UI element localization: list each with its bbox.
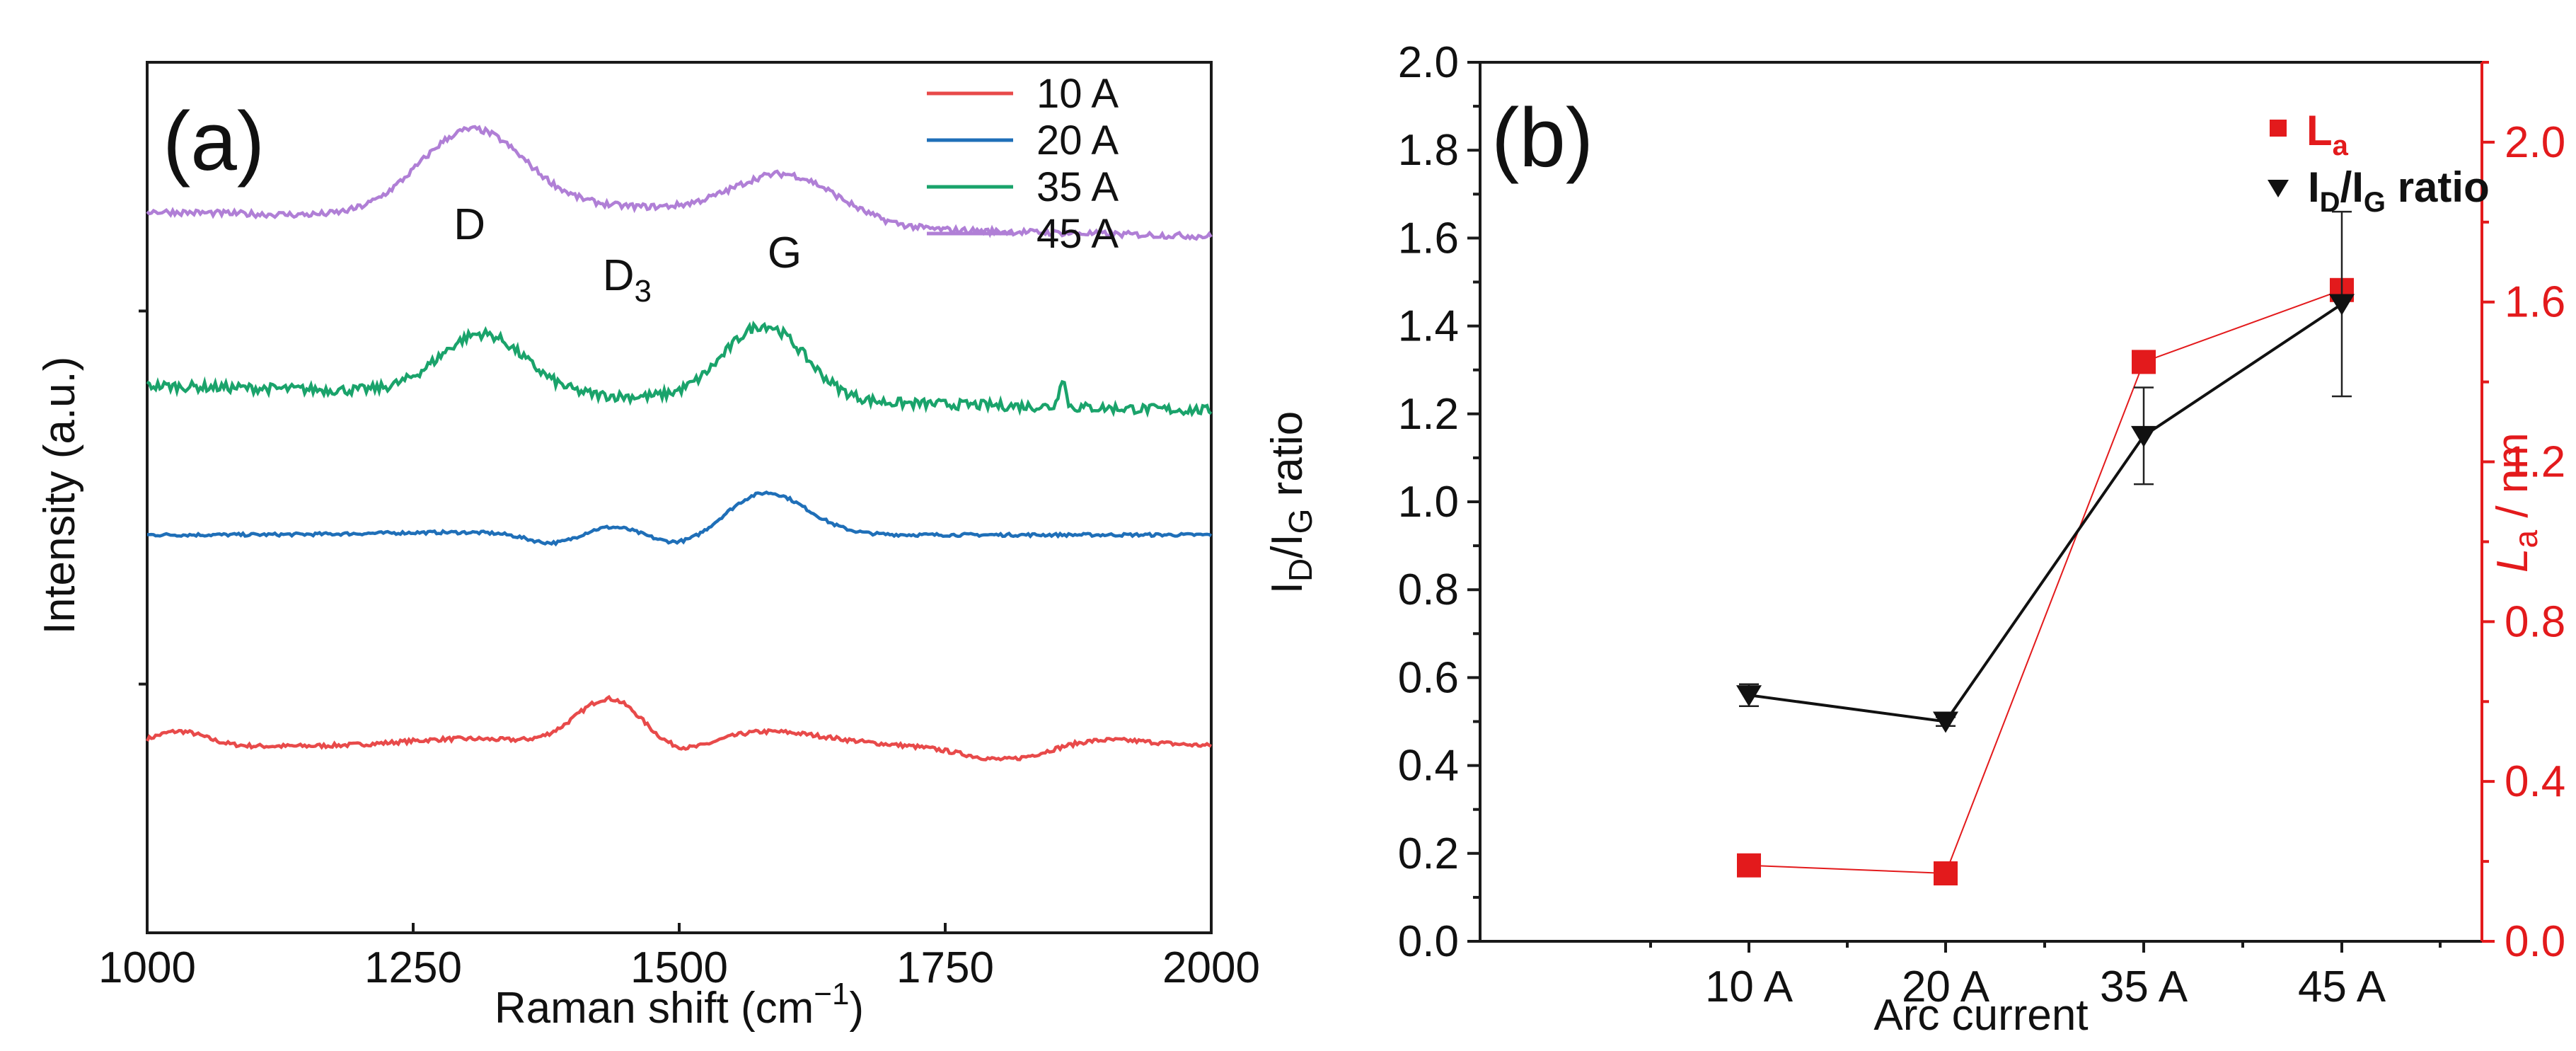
right-title-l: L xyxy=(2488,548,2537,572)
peak-label-d: D xyxy=(454,200,485,249)
panel-b-left-y-axis-title: ID/IG ratio xyxy=(1263,411,1319,595)
x-tick-label: 35 A xyxy=(2100,963,2188,1011)
ratio-point-35a xyxy=(2131,425,2156,447)
panel-a-x-axis-title: Raman shift (cm−1) xyxy=(495,977,864,1033)
ratio-point-45a xyxy=(2329,294,2355,316)
panel-b-legend: La ID/IG ratio xyxy=(2268,107,2490,218)
left-y-tick-label: 1.6 xyxy=(1398,214,1459,263)
x-title-text: Raman shift xyxy=(495,984,729,1033)
legend-ratio-sub-g: G xyxy=(2364,187,2386,218)
right-y-tick-label: 1.2 xyxy=(2505,438,2565,487)
legend-ratio-i: I xyxy=(2308,163,2320,211)
legend-la-sub: a xyxy=(2333,130,2349,161)
left-title-sub-d: D xyxy=(1282,558,1319,582)
x-title-unit-exponent: −1 xyxy=(814,977,849,1011)
left-y-tick-label: 0.6 xyxy=(1398,653,1459,702)
panel-a-legend: 10 A20 A35 A45 A xyxy=(927,71,1119,257)
ratio-line xyxy=(1748,302,2343,723)
left-title-sub-g: G xyxy=(1282,509,1319,534)
x-title-paren-close: ) xyxy=(849,984,864,1033)
left-y-tick-label: 0.8 xyxy=(1398,565,1459,614)
right-title-sub-a: a xyxy=(2507,529,2544,548)
panel-a-y-ticks xyxy=(139,309,147,686)
x-tick-label: 10 A xyxy=(1705,963,1794,1011)
peak-label-subscript: 3 xyxy=(635,274,652,309)
peak-label-d3: D3 xyxy=(603,251,652,309)
right-y-tick-label: 0.0 xyxy=(2505,917,2565,966)
legend-label-35a: 35 A xyxy=(1036,164,1119,210)
left-y-tick-label: 1.2 xyxy=(1398,390,1459,439)
legend-la-marker xyxy=(2270,120,2287,137)
x-tick-label: 1750 xyxy=(896,943,994,992)
legend-la-main: L xyxy=(2306,107,2333,154)
panel-b-series xyxy=(1736,210,2355,886)
spectrum-10a xyxy=(145,694,1213,762)
panel-b-x-axis-title: Arc current xyxy=(1873,991,2088,1040)
left-y-tick-label: 0.4 xyxy=(1398,742,1459,791)
spectrum-45a xyxy=(146,125,1213,241)
la-point-35a xyxy=(2132,350,2156,374)
peak-label-text: D xyxy=(454,200,485,249)
legend-ratio-tail: ratio xyxy=(2386,163,2490,211)
left-y-tick-label: 2.0 xyxy=(1398,38,1459,87)
right-y-tick-label: 0.8 xyxy=(2505,597,2565,646)
peak-label-text: D xyxy=(603,251,635,300)
panel-a-spectra xyxy=(145,125,1213,762)
la-point-20a xyxy=(1934,861,1958,886)
legend-ratio-label: ID/IG ratio xyxy=(2308,163,2490,218)
x-tick-label: 2000 xyxy=(1162,943,1260,992)
x-tick-label: 1500 xyxy=(630,943,728,992)
legend-label-20a: 20 A xyxy=(1036,117,1119,163)
left-y-tick-label: 0.2 xyxy=(1398,829,1459,878)
legend-ratio-sub-d: D xyxy=(2320,187,2340,218)
right-y-tick-label: 0.4 xyxy=(2505,757,2565,806)
legend-la-label: La xyxy=(2306,107,2349,161)
la-line xyxy=(1748,289,2343,875)
x-title-unit: cm xyxy=(756,984,814,1033)
x-tick-label: 1250 xyxy=(364,943,462,992)
panel-b-ticks: 0.0 0.2 0.4 0.6 0.8 1.0 1.2 1.4 1.6 1.8 2.0 0.0 0.4 0… xyxy=(1398,38,2565,1011)
left-title-i: I xyxy=(1263,582,1312,594)
peak-label-g: G xyxy=(768,229,802,277)
ratio-point-20a xyxy=(1933,711,1958,733)
right-y-tick-label: 2.0 xyxy=(2505,118,2565,167)
panel-b-ratio-chart: (b) 0.00.20.40.60.81.01.21.41.61.82.00.0… xyxy=(1263,38,2565,1040)
legend-ratio-slash-i: /I xyxy=(2340,163,2364,211)
left-title-slash-i: /I xyxy=(1263,534,1312,558)
left-y-tick-label: 1.4 xyxy=(1398,302,1459,351)
right-title-tail: / nm xyxy=(2488,432,2537,530)
panel-b-right-y-axis-title: La / nm xyxy=(2488,432,2544,573)
legend-ratio-marker xyxy=(2268,180,2289,197)
x-title-paren-open: ( xyxy=(729,984,756,1033)
la-point-10a xyxy=(1737,853,1761,878)
panel-a-x-ticks: 1000 1250 1500 1750 2000 xyxy=(98,923,1260,992)
left-y-tick-label: 0.0 xyxy=(1398,917,1459,966)
left-y-tick-label: 1.0 xyxy=(1398,478,1459,527)
right-y-tick-label: 1.6 xyxy=(2505,278,2565,327)
x-tick-label: 1000 xyxy=(98,943,196,992)
spectrum-35a xyxy=(146,320,1213,418)
ratio-point-10a xyxy=(1736,685,1762,707)
x-tick-label: 45 A xyxy=(2298,963,2386,1011)
spectrum-20a xyxy=(146,490,1213,547)
x-tick-label: 20 A xyxy=(1902,963,1990,1011)
panel-a-y-axis-title: Intensity (a.u.) xyxy=(35,357,84,635)
panel-b-label: (b) xyxy=(1491,91,1593,185)
left-y-tick-label: 1.8 xyxy=(1398,126,1459,175)
legend-label-10a: 10 A xyxy=(1036,71,1119,117)
peak-label-text: G xyxy=(768,229,802,277)
left-title-tail: ratio xyxy=(1263,411,1312,509)
legend-label-45a: 45 A xyxy=(1036,211,1119,257)
panel-a-label: (a) xyxy=(163,95,265,188)
